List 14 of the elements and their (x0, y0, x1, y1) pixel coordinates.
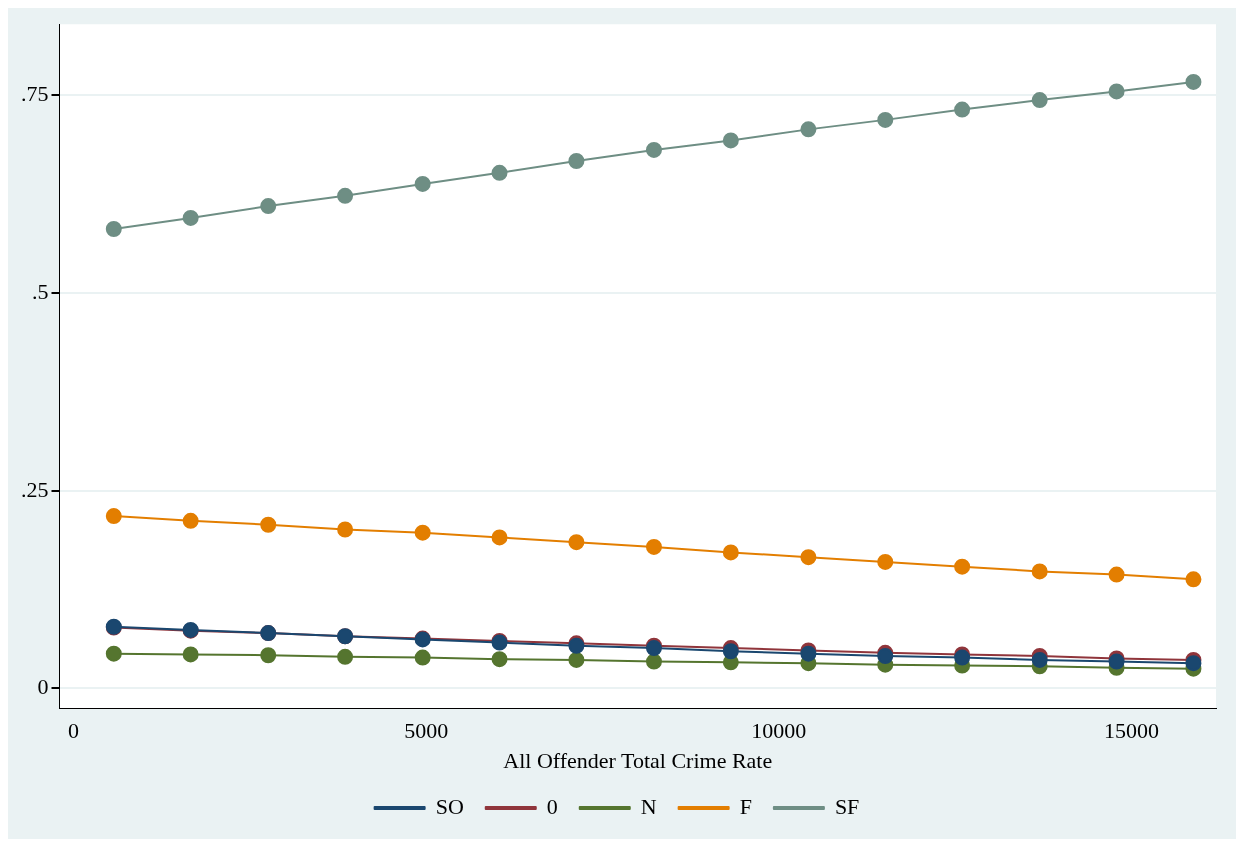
x-tick-label: 10000 (751, 718, 807, 744)
legend-label: SO (435, 793, 464, 819)
y-tick-label: .5 (32, 278, 49, 304)
y-tick-label: 0 (37, 674, 49, 700)
x-tick-label: 15000 (1103, 718, 1159, 744)
y-tick-label: .75 (21, 81, 49, 107)
legend-label: F (739, 793, 752, 819)
x-tick-label: 0 (68, 718, 80, 744)
x-tick-label: 5000 (404, 718, 449, 744)
x-axis-title: All Offender Total Crime Rate (503, 747, 773, 773)
legend-label: 0 (546, 793, 558, 819)
legend-label: N (640, 793, 657, 819)
y-tick-label: .25 (21, 476, 49, 502)
legend-label: SF (834, 793, 860, 819)
